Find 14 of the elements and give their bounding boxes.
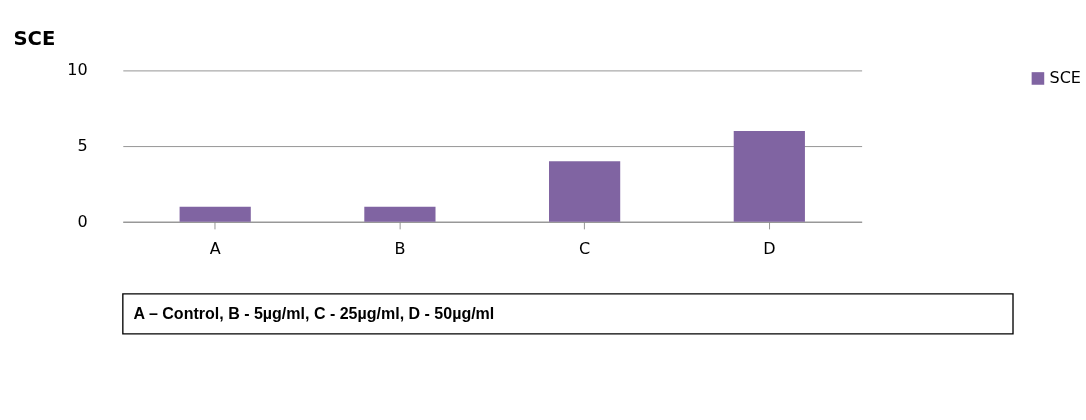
legend-label: SCE <box>1049 67 1081 87</box>
x-tick-label: C <box>579 239 591 259</box>
x-tick-label: B <box>394 239 406 259</box>
x-tick-label: A <box>209 239 221 259</box>
bar <box>364 206 436 222</box>
y-tick-label: 5 <box>77 136 88 156</box>
y-tick-label: 10 <box>67 60 88 80</box>
y-tick-label: 0 <box>77 211 88 231</box>
bar <box>179 206 251 222</box>
text: A – Control, B - 5µg/ml, C - 25µg/ml, D - 50µg/ml <box>133 303 495 322</box>
x-tick-label: D <box>763 239 776 259</box>
bar <box>549 161 621 222</box>
bar <box>733 130 805 222</box>
chart-title: SCE <box>13 26 56 50</box>
